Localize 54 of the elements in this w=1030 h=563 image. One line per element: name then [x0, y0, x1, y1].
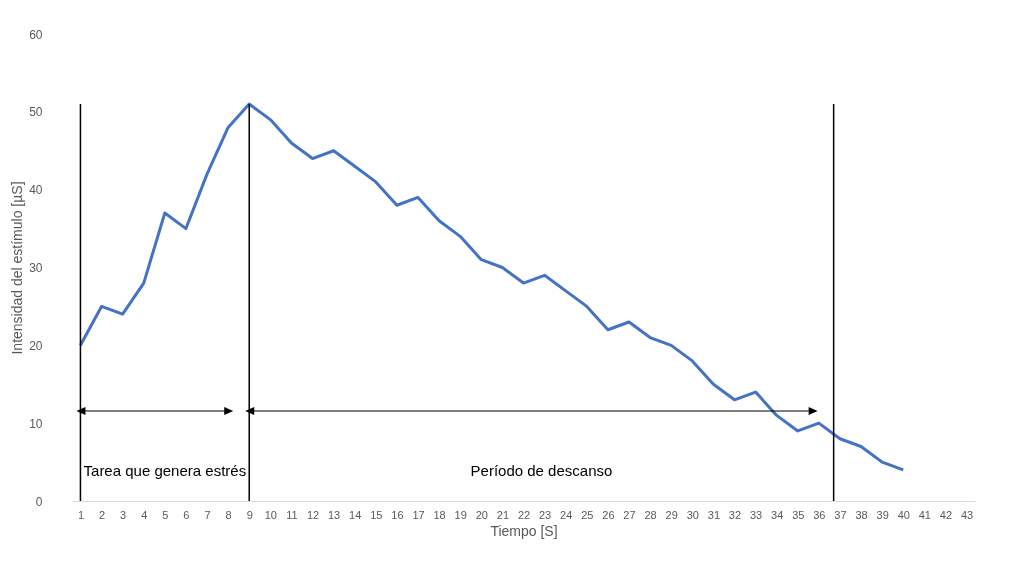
x-tick-label: 12 — [306, 508, 320, 521]
x-tick-label: 34 — [771, 508, 784, 521]
x-tick-label: 13 — [327, 508, 341, 521]
y-tick-label: 40 — [29, 183, 43, 198]
x-tick-label: 26 — [602, 508, 615, 521]
y-tick-label: 10 — [29, 416, 43, 431]
x-tick-label: 5 — [162, 508, 169, 521]
x-tick-label: 18 — [433, 508, 446, 521]
annotation: Tarea que genera estrés — [83, 462, 247, 479]
x-tick-label: 43 — [960, 508, 974, 521]
x-tick-label: 35 — [792, 508, 805, 521]
x-tick-label: 7 — [204, 508, 211, 521]
x-tick-label: 2 — [98, 508, 106, 521]
x-tick-label: 11 — [286, 508, 298, 521]
x-tick-label: 14 — [349, 508, 362, 521]
x-tick-label: 29 — [665, 508, 678, 521]
x-tick-label: 31 — [707, 508, 721, 521]
y-tick-label: 60 — [29, 27, 43, 42]
x-tick-label: 1 — [77, 508, 84, 521]
x-tick-label: 37 — [834, 508, 847, 521]
x-tick-label: 39 — [876, 508, 889, 521]
x-tick-label: 32 — [728, 508, 742, 521]
x-tick-label: 28 — [644, 508, 657, 521]
x-tick-label: 20 — [475, 508, 488, 521]
x-tick-label: 24 — [560, 508, 573, 521]
x-tick-label: 25 — [581, 508, 594, 521]
x-tick-label: 21 — [496, 508, 510, 521]
x-tick-label: 9 — [246, 508, 253, 521]
x-tick-label: 38 — [855, 508, 868, 521]
x-tick-label: 23 — [538, 508, 552, 521]
x-tick-label: 3 — [120, 508, 127, 521]
x-tick-label: 15 — [370, 508, 383, 521]
x-tick-label: 8 — [225, 508, 232, 521]
x-tick-label: 27 — [623, 508, 636, 521]
x-tick-label: 42 — [939, 508, 953, 521]
x-tick-label: 19 — [454, 508, 467, 521]
x-tick-label: 41 — [918, 508, 931, 521]
y-axis-title: Intensidad del estímulo [µS] — [9, 181, 26, 355]
x-tick-label: 33 — [749, 508, 763, 521]
x-tick-label: 36 — [813, 508, 826, 521]
x-tick-label: 6 — [183, 508, 190, 521]
x-tick-label: 30 — [686, 508, 699, 521]
x-tick-label: 22 — [517, 508, 531, 521]
x-tick-label: 17 — [412, 508, 425, 521]
y-tick-label: 20 — [29, 338, 43, 353]
y-tick-label: 30 — [29, 261, 43, 275]
x-tick-label: 16 — [391, 508, 404, 521]
y-tick-label: 0 — [35, 494, 43, 509]
x-axis-title: Tiempo [S] — [490, 522, 558, 539]
x-tick-label: 40 — [897, 508, 910, 521]
annotation: Período de descanso — [470, 462, 613, 479]
x-tick-label: 10 — [264, 508, 277, 521]
x-tick-label: 4 — [141, 508, 148, 521]
y-tick-label: 50 — [29, 105, 43, 120]
